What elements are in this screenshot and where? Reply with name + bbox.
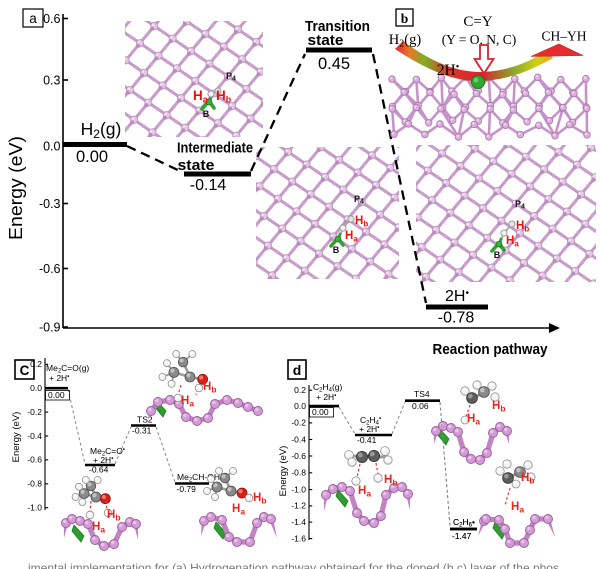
svg-text:-0.9: -0.9 xyxy=(39,320,61,334)
svg-text:P4: P4 xyxy=(226,71,236,83)
svg-text:B: B xyxy=(203,109,210,119)
svg-text:P4: P4 xyxy=(354,194,364,206)
svg-text:state: state xyxy=(178,158,215,174)
svg-text:Hb: Hb xyxy=(492,400,506,414)
svg-text:Hb: Hb xyxy=(203,381,217,395)
svg-text:+ 2H•: + 2H• xyxy=(359,424,379,434)
svg-text:H2(g): H2(g) xyxy=(81,119,122,141)
svg-text:CH–YH: CH–YH xyxy=(541,29,586,44)
svg-text:-1.0: -1.0 xyxy=(27,503,42,513)
svg-text:-0.2: -0.2 xyxy=(291,418,306,428)
svg-text:+ 2H•: + 2H• xyxy=(49,373,69,383)
svg-text:Transition: Transition xyxy=(305,19,370,35)
svg-text:-0.41: -0.41 xyxy=(357,435,377,445)
svg-text:-0.64: -0.64 xyxy=(89,465,109,475)
svg-text:a: a xyxy=(29,11,37,26)
svg-text:B: B xyxy=(333,245,340,255)
svg-text:Ha: Ha xyxy=(181,395,194,409)
svg-text:0.3: 0.3 xyxy=(43,73,60,87)
svg-text:-0.14: -0.14 xyxy=(190,177,227,194)
svg-text:C2H4•: C2H4• xyxy=(360,415,381,427)
svg-text:Hb: Hb xyxy=(253,492,267,506)
svg-text:Intermediate: Intermediate xyxy=(177,141,253,157)
svg-text:0.2: 0.2 xyxy=(30,359,42,369)
svg-text:-0.2: -0.2 xyxy=(27,407,42,417)
svg-text:Me2C=O•: Me2C=O• xyxy=(90,446,125,458)
svg-text:Ha: Ha xyxy=(467,413,480,427)
svg-text:Reaction pathway: Reaction pathway xyxy=(433,341,549,358)
svg-text:+ 2H•: + 2H• xyxy=(93,455,113,465)
svg-text:Ha: Ha xyxy=(358,485,371,499)
svg-text:-0.6: -0.6 xyxy=(39,262,61,276)
svg-text:(Y = O, N, C): (Y = O, N, C) xyxy=(442,32,517,47)
svg-text:-0.8: -0.8 xyxy=(27,479,42,489)
svg-text:0.0: 0.0 xyxy=(294,401,306,411)
svg-text:0.45: 0.45 xyxy=(318,55,350,73)
svg-text:-0.6: -0.6 xyxy=(291,451,306,461)
svg-text:-1.47: -1.47 xyxy=(452,531,472,541)
svg-text:Hb: Hb xyxy=(521,472,535,486)
svg-text:Me2C=O(g): Me2C=O(g) xyxy=(46,363,89,375)
svg-text:Me2CH-OH: Me2CH-OH xyxy=(177,472,220,484)
svg-text:0.00: 0.00 xyxy=(48,390,65,400)
svg-text:-1.4: -1.4 xyxy=(291,517,306,527)
svg-text:d: d xyxy=(293,362,302,378)
svg-text:state: state xyxy=(308,33,344,49)
svg-text:-0.3: -0.3 xyxy=(39,197,61,211)
svg-text:0.2: 0.2 xyxy=(294,385,306,395)
svg-text:-0.6: -0.6 xyxy=(27,455,42,465)
svg-text:-0.4: -0.4 xyxy=(27,431,42,441)
svg-text:H2(g): H2(g) xyxy=(389,32,422,50)
svg-text:C2H6•: C2H6• xyxy=(453,517,475,529)
svg-text:-0.8: -0.8 xyxy=(291,468,306,478)
svg-text:C2H4(g): C2H4(g) xyxy=(313,382,343,394)
svg-text:0.06: 0.06 xyxy=(412,401,429,411)
svg-text:B: B xyxy=(494,250,501,260)
svg-text:2H•: 2H• xyxy=(437,62,459,79)
svg-text:0.0: 0.0 xyxy=(43,139,60,153)
svg-text:-0.4: -0.4 xyxy=(291,434,306,444)
svg-text:-1.6: -1.6 xyxy=(291,533,306,543)
svg-text:-1.0: -1.0 xyxy=(291,484,306,494)
svg-text:0.6: 0.6 xyxy=(43,12,60,26)
svg-text:Energy (eV): Energy (eV) xyxy=(278,446,289,497)
svg-text:Energy (eV): Energy (eV) xyxy=(6,136,26,240)
svg-text:Ha: Ha xyxy=(232,503,245,517)
svg-text:Ha: Ha xyxy=(92,521,105,535)
svg-text:-1.47: -1.47 xyxy=(452,531,472,541)
svg-text:-1.2: -1.2 xyxy=(291,501,306,511)
svg-text:TS2: TS2 xyxy=(137,415,153,425)
svg-text:C=Y: C=Y xyxy=(463,14,492,30)
svg-text:0.00: 0.00 xyxy=(312,407,329,417)
svg-text:b: b xyxy=(401,11,409,26)
svg-text:-0.31: -0.31 xyxy=(132,426,152,436)
svg-text:TS4: TS4 xyxy=(414,389,430,399)
svg-text:imental implementation for (a): imental implementation for (a) Hydrogena… xyxy=(28,561,559,569)
svg-text:+ 2H•: + 2H• xyxy=(316,392,336,402)
svg-text:-0.79: -0.79 xyxy=(177,484,197,494)
svg-text:Energy (eV): Energy (eV) xyxy=(11,412,22,463)
svg-text:P4: P4 xyxy=(515,199,525,211)
svg-text:C: C xyxy=(20,363,30,378)
svg-text:0.00: 0.00 xyxy=(76,148,108,166)
svg-text:C2H6•: C2H6• xyxy=(453,517,475,529)
svg-text:Hb: Hb xyxy=(384,474,398,488)
svg-text:Ha: Ha xyxy=(511,501,524,515)
svg-text:-0.78: -0.78 xyxy=(438,310,475,327)
svg-text:2H•: 2H• xyxy=(445,288,469,305)
svg-text:0.0: 0.0 xyxy=(30,383,42,393)
svg-text:Hb: Hb xyxy=(107,509,121,523)
